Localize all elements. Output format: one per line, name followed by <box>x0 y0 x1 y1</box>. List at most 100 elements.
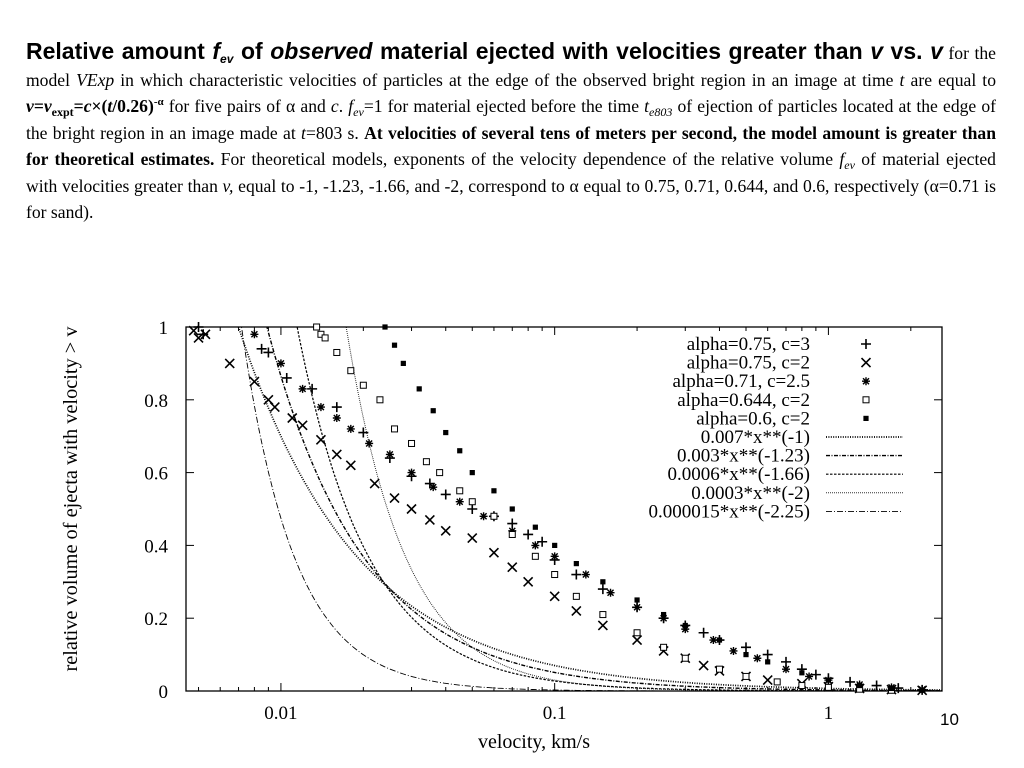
plot-frame <box>185 326 943 692</box>
data-point-series-3 <box>531 552 539 560</box>
var-t: t <box>301 122 306 143</box>
data-point-series-1 <box>549 591 560 602</box>
data-point-series-2 <box>332 414 341 422</box>
data-point-series-3 <box>456 487 464 495</box>
formula-t: t <box>107 96 113 116</box>
data-point-series-2 <box>805 672 814 681</box>
data-point-series-2 <box>681 625 690 634</box>
body-text: of ejection of particles located at the … <box>26 96 997 143</box>
legend-marker <box>861 339 871 349</box>
data-point-series-2 <box>298 384 307 393</box>
curve-series-5 <box>237 327 942 691</box>
data-point-series-0 <box>467 504 478 514</box>
data-point-series-2 <box>709 636 718 645</box>
legend-label: alpha=0.71, c=2.5 <box>672 371 810 392</box>
var-f: f <box>348 96 354 116</box>
y-tick-label: 0.2 <box>144 609 168 630</box>
data-point-series-4 <box>600 579 606 585</box>
data-point-series-0 <box>597 584 608 595</box>
model-curves <box>237 327 942 691</box>
data-point-series-3 <box>508 530 516 538</box>
legend-marker <box>863 415 869 421</box>
data-point-series-1 <box>488 547 500 558</box>
legend-label: 0.000015*x**(-2.25) <box>649 501 810 522</box>
heading-v: v <box>930 38 943 64</box>
heading-text: vs. <box>882 38 931 64</box>
data-point-series-4 <box>765 659 771 665</box>
data-point-series-4 <box>382 324 388 330</box>
data-point-series-1 <box>287 412 298 424</box>
y-axis-label: relative volume of ejecta with velocity … <box>60 327 82 672</box>
data-point-series-2 <box>250 330 259 339</box>
velocity-distribution-chart: 0 0.2 0.4 0.6 0.8 1 0.01 0.1 1 velocity, km/s rela… <box>60 318 943 753</box>
slide-body: for the model VExp in which characterist… <box>26 43 996 222</box>
legend-label: 0.003*x**(-1.23) <box>677 446 810 467</box>
data-point-series-1 <box>507 562 518 573</box>
body-text: are equal to <box>904 69 996 90</box>
data-point-series-3 <box>490 512 498 520</box>
data-point-series-2 <box>346 424 355 433</box>
data-point-series-2 <box>455 497 464 506</box>
data-point-series-3 <box>551 571 559 579</box>
data-point-series-0 <box>307 383 318 394</box>
formula-sup: -α <box>153 96 164 108</box>
x-axis-label: velocity, km/s <box>478 731 590 753</box>
data-point-series-0 <box>871 680 882 691</box>
data-point-series-0 <box>571 569 582 580</box>
var-te: t <box>644 96 650 116</box>
data-point-series-0 <box>193 322 204 332</box>
data-point-series-0 <box>537 536 548 547</box>
formula-times: ×( <box>91 96 108 116</box>
body-text: =1 for material ejected before the time <box>363 96 645 116</box>
data-point-series-4 <box>919 687 925 693</box>
data-point-series-3 <box>572 592 580 600</box>
x-tick-label: 1 <box>824 703 834 724</box>
data-point-series-0 <box>256 343 267 354</box>
data-point-series-3 <box>359 381 367 389</box>
data-point-series-4 <box>573 561 579 567</box>
data-point-series-3 <box>715 665 723 673</box>
data-point-series-4 <box>532 524 538 530</box>
data-point-series-2 <box>508 526 517 535</box>
data-point-series-2 <box>729 646 738 655</box>
legend-marker <box>860 357 872 368</box>
data-point-series-1 <box>331 449 342 460</box>
data-point-series-2 <box>365 439 374 448</box>
data-point-series-3 <box>347 367 355 375</box>
var-v: v, <box>222 175 234 196</box>
data-point-series-4 <box>400 360 406 366</box>
slide-heading: Relative amount fev of observed material… <box>26 38 943 66</box>
data-point-series-4 <box>799 670 805 676</box>
data-point-series-1 <box>523 576 534 587</box>
data-point-series-3 <box>468 498 476 506</box>
data-point-series-1 <box>369 478 380 489</box>
data-point-series-1 <box>762 675 773 686</box>
heading-f-sub: ev <box>220 52 234 66</box>
legend-label: alpha=0.6, c=2 <box>696 408 810 429</box>
y-tick-label: 0.6 <box>144 464 168 485</box>
data-point-series-0 <box>698 627 709 638</box>
heading-text: material ejected with velocities greater… <box>372 38 871 64</box>
data-point-series-2 <box>479 512 488 521</box>
heading-f: f <box>212 38 221 64</box>
legend-label: 0.0003*x**(-2) <box>691 483 810 504</box>
heading-v: v <box>870 38 883 64</box>
curve-series-7 <box>296 327 942 691</box>
formula-v: v <box>26 96 34 116</box>
data-point-series-1 <box>571 605 582 616</box>
data-point-series-2 <box>581 570 590 579</box>
data-point-series-4 <box>888 685 895 692</box>
legend-label: alpha=0.644, c=2 <box>677 390 810 411</box>
data-point-series-3 <box>633 629 641 637</box>
data-point-series-4 <box>509 506 515 512</box>
data-point-series-1 <box>188 325 199 336</box>
body-text: =803 s. <box>305 122 365 143</box>
formula-c: c <box>83 96 92 116</box>
curve-series-9 <box>241 327 942 691</box>
data-point-series-1 <box>193 332 204 343</box>
data-point-series-2 <box>550 552 559 561</box>
legend-label: 0.007*x**(-1) <box>701 427 810 448</box>
data-point-series-0 <box>440 489 451 500</box>
page-number: 10 <box>940 710 959 729</box>
data-point-series-0 <box>263 347 274 358</box>
